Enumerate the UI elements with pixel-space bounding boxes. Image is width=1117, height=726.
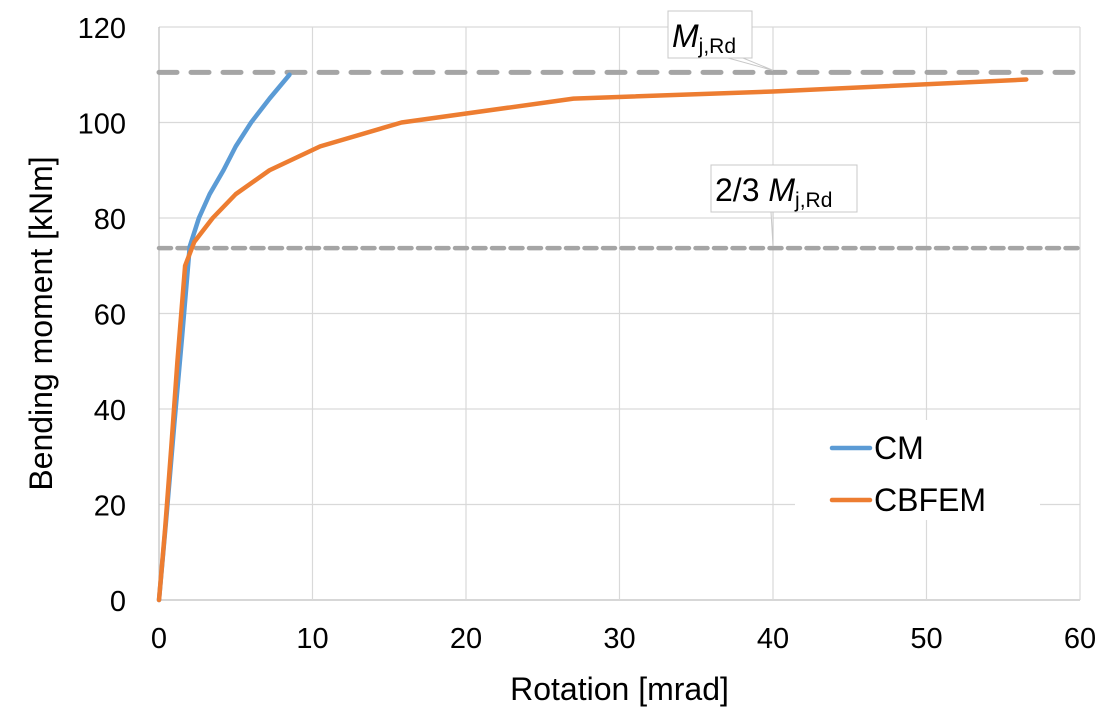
- series-line-cbfem: [156, 77, 1029, 603]
- y-tick-label: 80: [94, 204, 126, 236]
- x-tick-label: 30: [603, 623, 635, 655]
- y-tick-label: 120: [78, 13, 126, 45]
- y-axis-title: Bending moment [kNm]: [23, 156, 59, 490]
- callout-box: [710, 164, 858, 213]
- y-tick-label: 20: [94, 491, 126, 523]
- callout-label: Mj,Rd: [672, 18, 736, 58]
- callout-pointer: [770, 211, 774, 247]
- legend: CM CBFEM: [795, 420, 1040, 520]
- annotation-callout: Mj,Rd: [667, 10, 774, 71]
- x-tick-label: 0: [151, 623, 167, 655]
- callout-pointer: [727, 57, 774, 71]
- y-tick-label: 100: [78, 109, 126, 141]
- x-tick-label: 10: [296, 623, 328, 655]
- tick-labels: 0 20 40 60 80 100 120 0 10 20 30 40 50 60: [78, 13, 1097, 655]
- legend-label-cbfem: CBFEM: [874, 482, 986, 518]
- x-tick-label: 60: [1064, 623, 1096, 655]
- y-tick-label: 60: [94, 300, 126, 332]
- series-lines: [156, 72, 1029, 603]
- annotation-callout: 2/3 Mj,Rd: [710, 164, 858, 247]
- x-tick-label: 20: [450, 623, 482, 655]
- callout-label: 2/3 Mj,Rd: [715, 172, 832, 212]
- annotations: Mj,Rd 2/3 Mj,Rd: [667, 10, 858, 247]
- legend-label-cm: CM: [874, 430, 924, 466]
- y-tick-label: 40: [94, 395, 126, 427]
- legend-background: [795, 420, 1040, 520]
- x-tick-label: 40: [757, 623, 789, 655]
- callout-box: [667, 10, 753, 59]
- reference-lines: [156, 69, 1083, 251]
- y-tick-label: 0: [110, 586, 126, 618]
- x-tick-label: 50: [910, 623, 942, 655]
- x-axis-title: Rotation [mrad]: [510, 671, 729, 707]
